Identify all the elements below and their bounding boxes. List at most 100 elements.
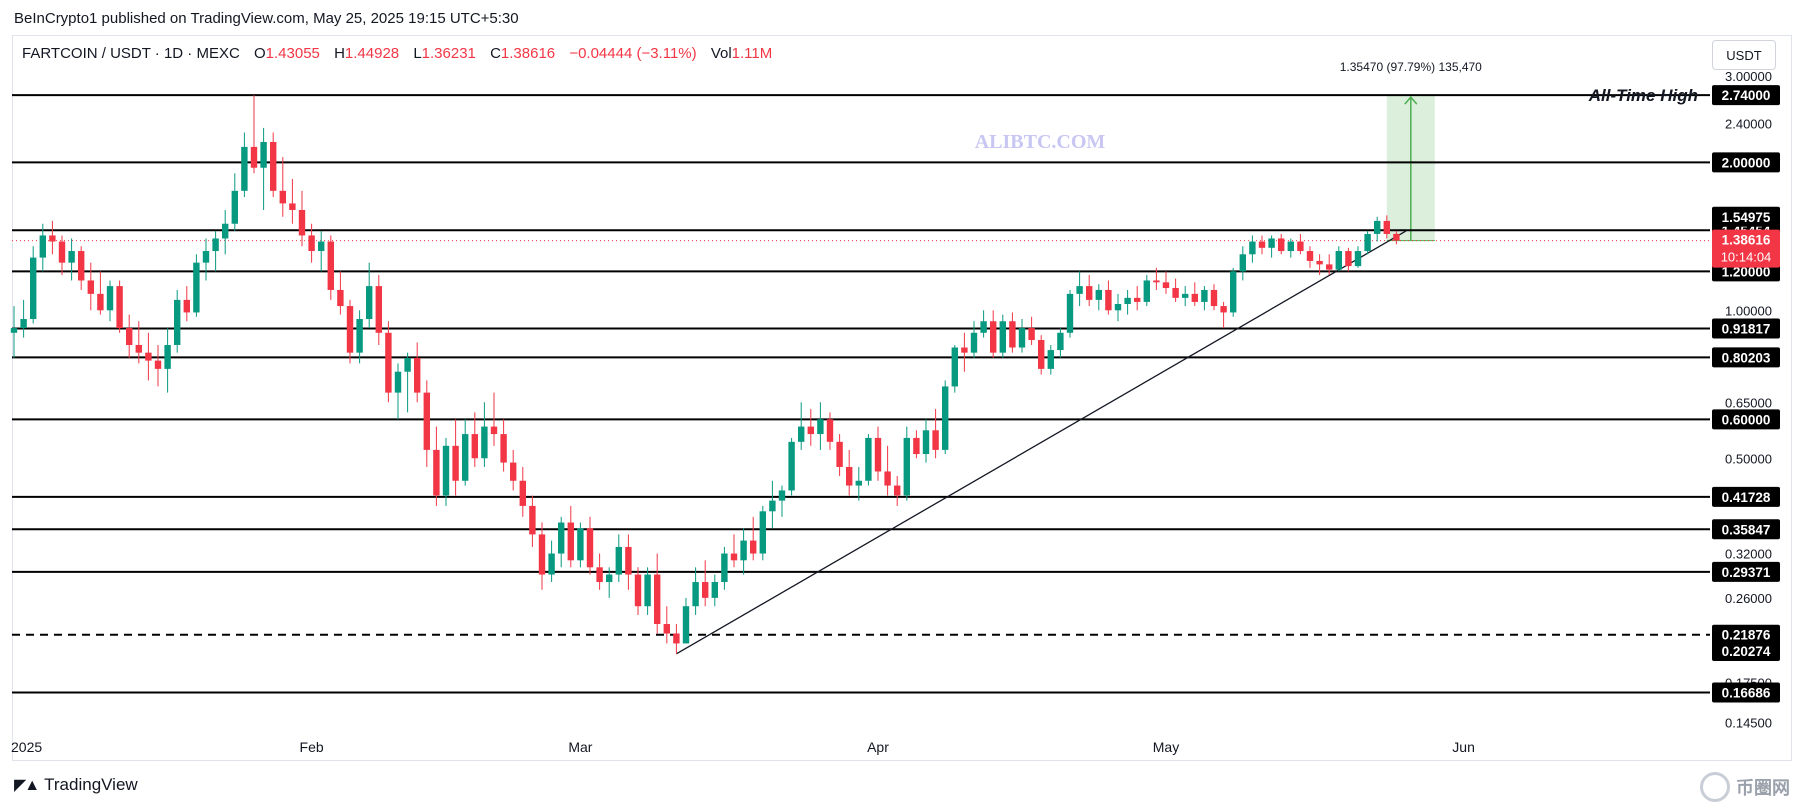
candle-body — [663, 624, 670, 634]
candle-body — [1057, 332, 1064, 351]
candle-body — [778, 490, 786, 501]
candle-body — [990, 321, 997, 353]
candle-body — [116, 286, 123, 329]
candle-body — [1201, 289, 1208, 302]
price-label-box — [1712, 206, 1780, 227]
x-axis-tick-label: May — [1153, 739, 1179, 755]
candle-body — [836, 441, 843, 467]
corner-brand-logo: 币圈网 — [1700, 768, 1800, 806]
candle-body — [1047, 350, 1054, 369]
candle-body — [279, 190, 286, 204]
candle-body — [318, 241, 325, 252]
candle-body — [586, 528, 594, 568]
candle-body — [164, 344, 171, 369]
y-axis-tick-label: 0.65000 — [1725, 395, 1772, 410]
candle-body — [730, 553, 738, 561]
candle-body — [366, 286, 373, 320]
price-label-box — [1712, 409, 1780, 430]
close-value: 1.38616 — [500, 45, 556, 62]
candle-body — [634, 574, 642, 607]
price-label-box — [1712, 519, 1780, 540]
price-label-box — [1712, 486, 1780, 507]
current-price-text: 1.38616 — [1722, 233, 1771, 248]
candle-body — [1038, 340, 1045, 369]
candle-body — [903, 437, 910, 496]
candle-body — [241, 146, 248, 191]
candle-body — [654, 574, 661, 625]
publisher-line: BeInCrypto1 published on TradingView.com… — [14, 10, 519, 27]
candle-body — [442, 445, 450, 496]
y-axis-tick-label: 3.00000 — [1725, 69, 1772, 84]
x-axis-tick-label: 2025 — [11, 739, 42, 755]
candle-body — [980, 321, 987, 333]
price-label-text: 0.35847 — [1722, 522, 1771, 537]
candle-body — [106, 286, 114, 311]
candle-body — [1258, 241, 1266, 248]
candle-body — [462, 434, 469, 481]
candle-body — [1182, 293, 1189, 298]
corner-brand-text: 币圈网 — [1736, 778, 1790, 798]
chart-frame — [12, 35, 1792, 761]
candle-body — [1249, 241, 1256, 255]
candle-body — [471, 434, 478, 459]
candle-body — [1220, 306, 1227, 313]
candle-body — [193, 262, 200, 313]
candle-body — [1383, 220, 1390, 234]
candle-body — [481, 426, 488, 459]
candle-body — [644, 574, 651, 607]
change-value: −0.04444 (−3.11%) — [569, 45, 697, 62]
candle-body — [1364, 233, 1371, 252]
candle-body — [414, 357, 421, 393]
countdown-text: 10:14:04 — [1721, 250, 1772, 265]
projection-label: 1.35470 (97.79%) 135,470 — [1340, 60, 1482, 74]
candle-body — [548, 553, 555, 575]
price-label-text: 0.60000 — [1722, 412, 1771, 427]
candle-body — [222, 223, 229, 239]
candle-body — [337, 289, 344, 307]
current-price-box — [1712, 229, 1780, 268]
candle-body — [20, 319, 27, 329]
candle-body — [817, 419, 824, 435]
volume-value: 1.11M — [731, 45, 773, 62]
volume-label: Vol — [710, 45, 732, 62]
candle-body — [615, 546, 622, 575]
symbol-label[interactable]: FARTCOIN / USDT · 1D · MEXC — [22, 45, 240, 62]
candle-body — [260, 141, 267, 168]
price-label-box — [1712, 152, 1780, 173]
candle-body — [1278, 238, 1285, 252]
candle-body — [87, 280, 94, 294]
candle-body — [567, 522, 574, 561]
y-axis-tick-label: 1.00000 — [1725, 303, 1772, 318]
candle-body — [913, 437, 920, 455]
tradingview-logo[interactable]: ◤▲ TradingView — [14, 775, 138, 795]
candle-body — [1191, 293, 1198, 302]
candle-body — [961, 347, 968, 353]
price-label-text: 0.21876 — [1722, 628, 1771, 643]
candle-body — [1066, 293, 1074, 333]
price-label-box — [1712, 624, 1780, 645]
candle-body — [692, 582, 699, 607]
price-label-box — [1712, 347, 1780, 368]
candle-body — [500, 434, 507, 463]
candle-body — [529, 505, 536, 535]
candle-body — [298, 209, 306, 236]
candle-body — [519, 480, 526, 506]
price-label-text: 1.20000 — [1722, 264, 1771, 279]
candle-body — [750, 540, 757, 554]
candle-body — [327, 241, 334, 290]
candle-body — [1153, 280, 1160, 283]
candle-body — [1162, 282, 1170, 289]
price-label-text: 2.74000 — [1722, 88, 1771, 103]
y-axis-tick-label: 0.26000 — [1725, 591, 1772, 606]
currency-button[interactable]: USDT — [1712, 40, 1776, 70]
candle-body — [1374, 220, 1381, 234]
price-label-box — [1712, 640, 1780, 661]
candle-body — [846, 466, 853, 486]
candle-body — [1239, 254, 1246, 272]
candle-body — [596, 567, 603, 583]
candle-body — [1354, 251, 1362, 267]
candle-body — [1095, 289, 1102, 300]
all-time-high-label: All-Time High — [1588, 86, 1698, 105]
low-value: 1.36231 — [421, 45, 476, 62]
